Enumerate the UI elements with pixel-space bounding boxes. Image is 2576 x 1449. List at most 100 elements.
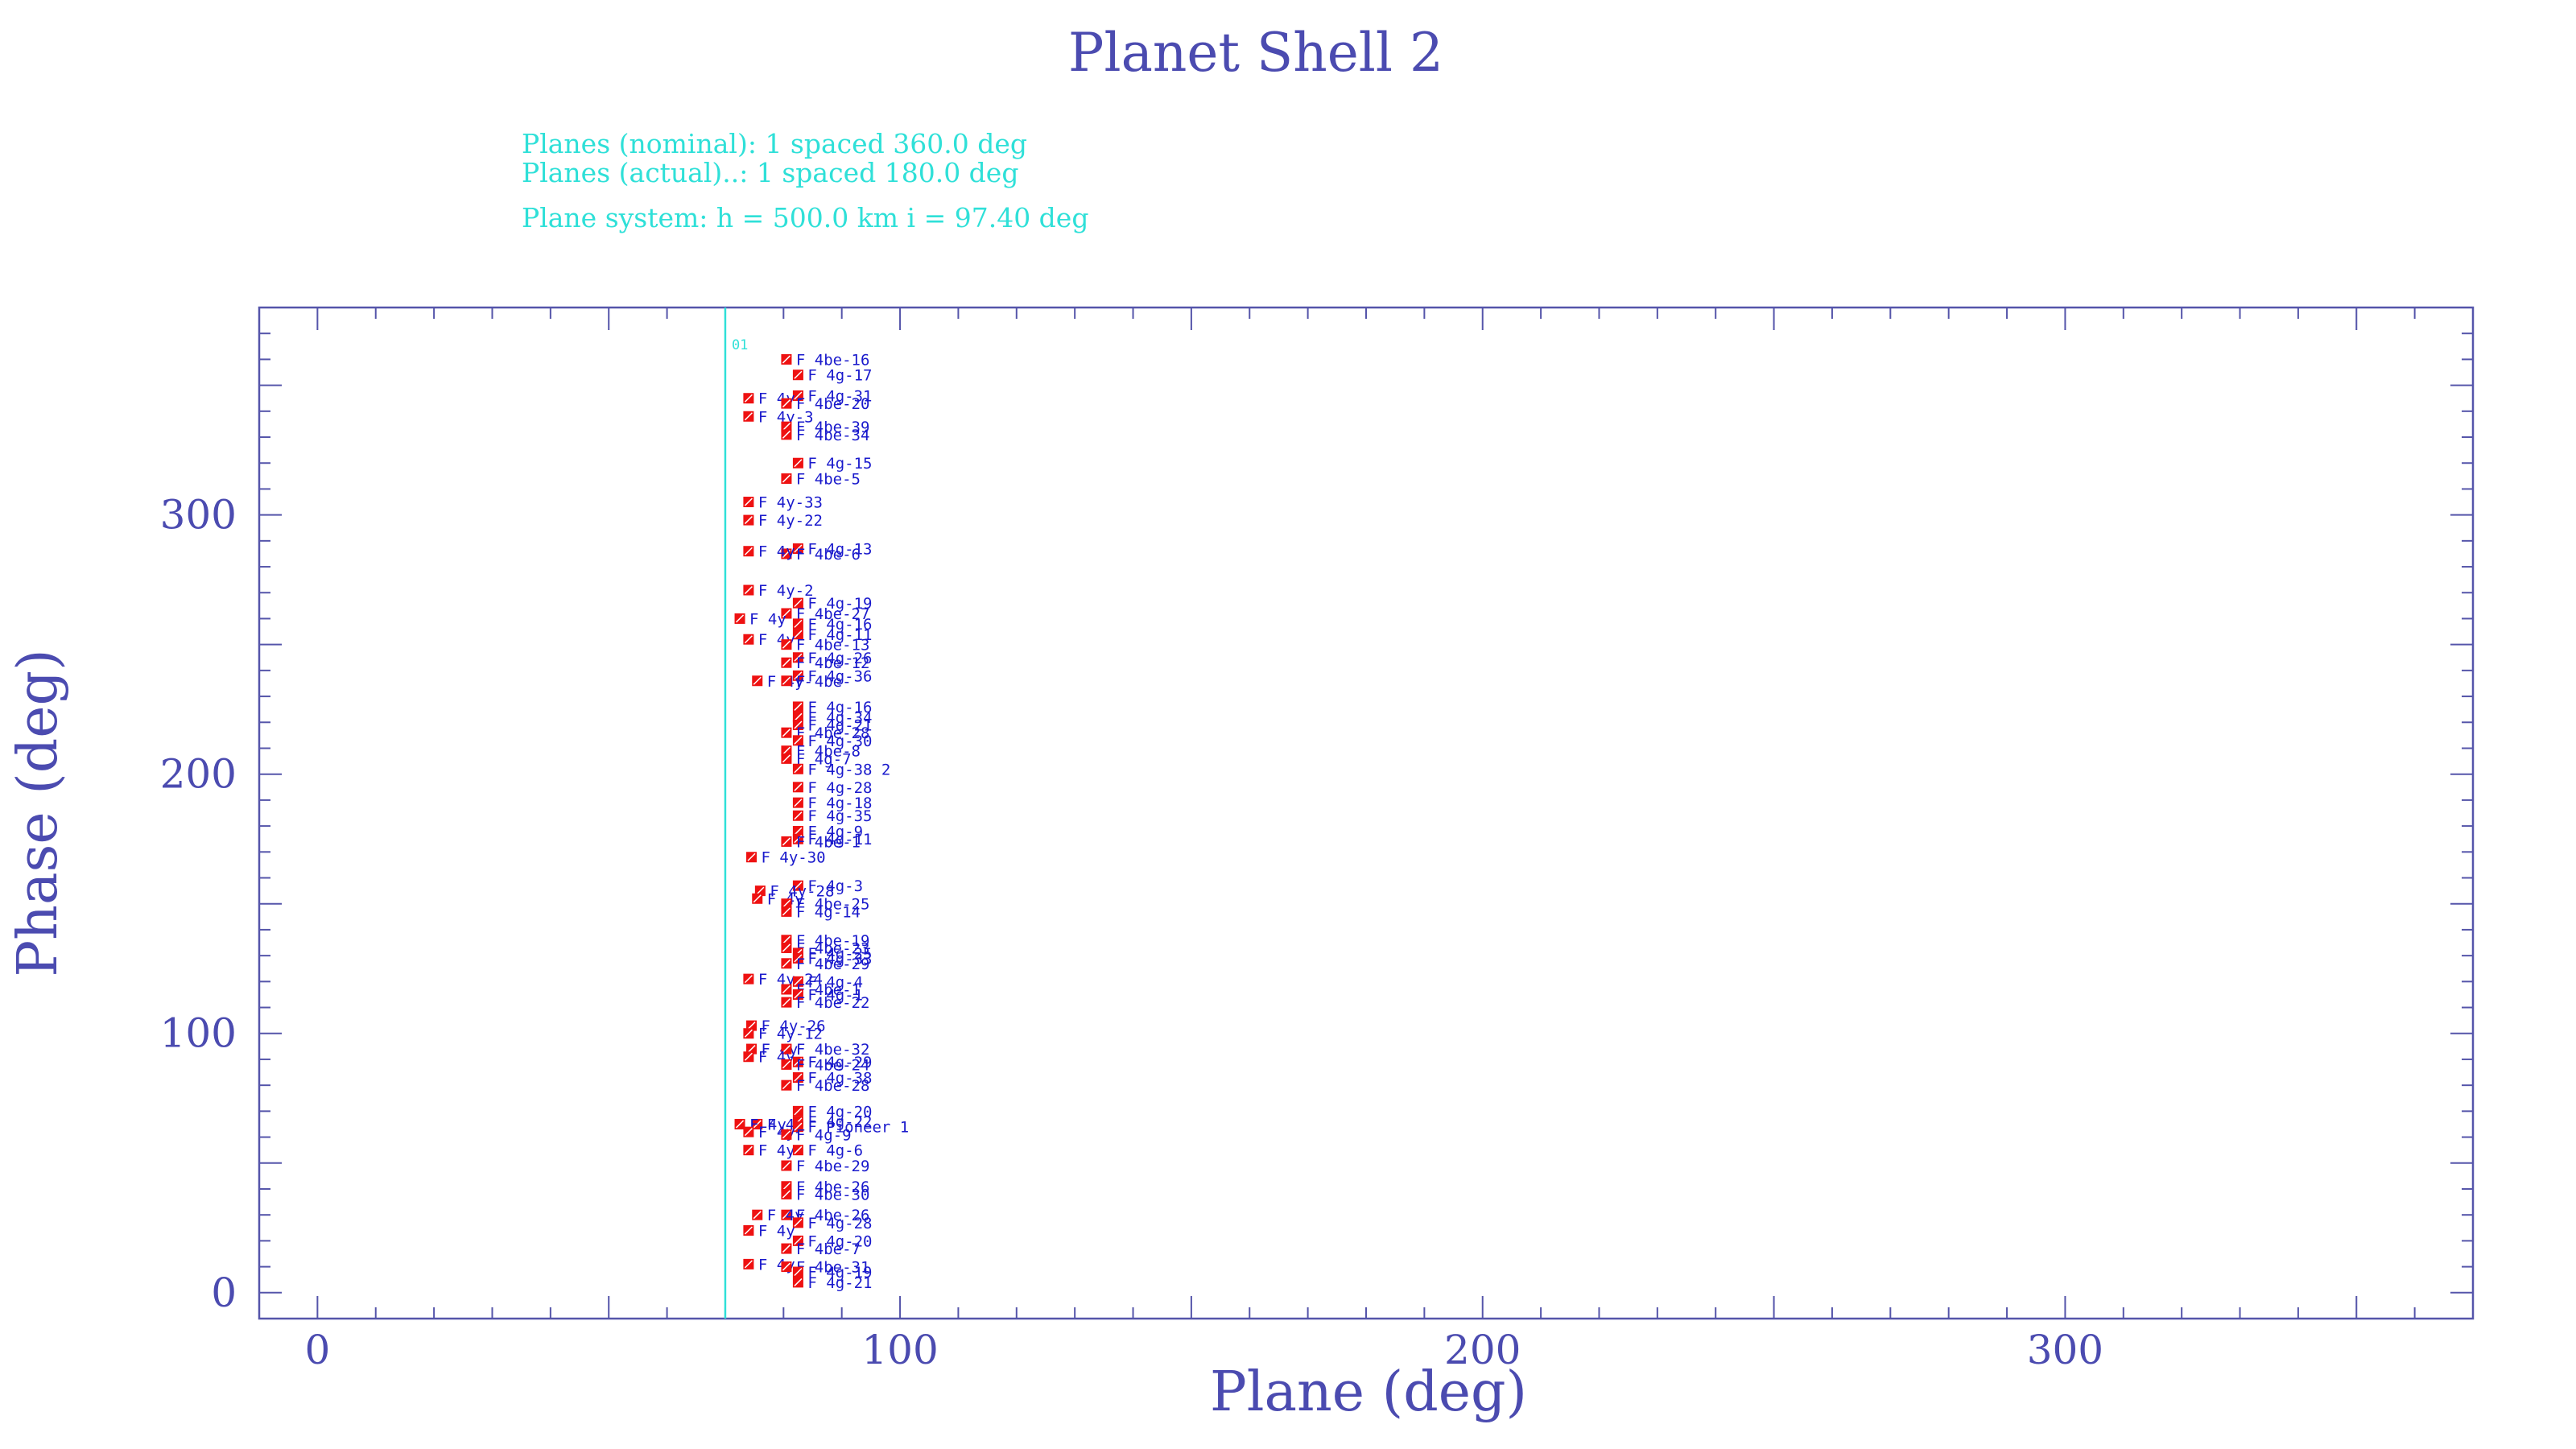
data-point-hatch xyxy=(782,399,791,408)
data-point-label: F 4g-22 xyxy=(807,1113,872,1131)
data-point-label: F 4be-7 xyxy=(796,1241,861,1258)
data-point-hatch xyxy=(782,746,791,755)
data-point-hatch xyxy=(794,599,803,608)
info-line-nominal: Planes (nominal): 1 spaced 360.0 deg xyxy=(522,128,1027,159)
data-point-label: F 4y-22 xyxy=(758,512,823,530)
data-point-hatch xyxy=(782,1211,791,1220)
data-point-label: F 4g-20 xyxy=(807,1103,872,1121)
data-point-hatch xyxy=(782,985,791,994)
data-point-label: F 4be-29 xyxy=(796,1158,870,1175)
data-point-label: F 4y-24 xyxy=(758,971,823,989)
x-axis-label: Plane (deg) xyxy=(1210,1360,1527,1424)
data-point-hatch xyxy=(744,1052,753,1061)
data-point-hatch xyxy=(782,1060,791,1069)
data-point-label: F 4g-36 xyxy=(807,667,872,685)
data-point-hatch xyxy=(736,1120,745,1129)
plane-info-block: Planes (nominal): 1 spaced 360.0 deg Pla… xyxy=(522,128,1088,233)
data-point-hatch xyxy=(782,430,791,439)
data-point-hatch xyxy=(782,1045,791,1054)
data-point-hatch xyxy=(782,998,791,1007)
data-point-hatch xyxy=(753,1211,762,1220)
data-point-hatch xyxy=(794,702,803,711)
data-point-hatch xyxy=(782,1262,791,1271)
data-point-hatch xyxy=(794,391,803,400)
data-point-label: F 4y-2 xyxy=(758,582,814,600)
data-point-hatch xyxy=(782,1182,791,1191)
data-point-label: F 4g-9 xyxy=(807,824,863,841)
data-point-hatch xyxy=(794,977,803,986)
data-point-label: F 4g-21 xyxy=(807,1274,872,1292)
y-tick-label: 0 xyxy=(211,1269,237,1316)
data-point-label: F 4be-31 xyxy=(796,1259,870,1277)
data-point-label: F 4g-11 xyxy=(807,831,872,848)
data-point-label: F 4be-26 xyxy=(796,1179,870,1196)
data-point-hatch xyxy=(794,1146,803,1154)
data-point-hatch xyxy=(794,954,803,963)
data-point-hatch xyxy=(794,835,803,844)
data-point-hatch xyxy=(744,547,753,555)
data-point-label: F 4g-15 xyxy=(807,455,872,473)
y-tick-label: 200 xyxy=(160,751,237,798)
data-point-hatch xyxy=(744,975,753,984)
data-point-label: F 4y-3 xyxy=(758,408,814,426)
data-point-label: F 4be-19 xyxy=(796,932,870,950)
data-point-hatch xyxy=(782,474,791,483)
data-point-hatch xyxy=(794,782,803,791)
data-point-label: F 4y xyxy=(758,1223,795,1241)
data-point-label: F 4g-16 xyxy=(807,699,872,716)
data-point-hatch xyxy=(794,653,803,662)
data-point-hatch xyxy=(782,658,791,667)
data-point-label: F 4be-24 xyxy=(796,1056,870,1074)
data-point-hatch xyxy=(782,1161,791,1170)
data-point-hatch xyxy=(744,1146,753,1154)
data-point-hatch xyxy=(794,370,803,379)
data-point-hatch xyxy=(794,619,803,628)
data-point-label: F 4y xyxy=(758,1142,795,1160)
data-point-label: F 4be-30 xyxy=(796,1186,870,1203)
data-point-label: F 4g-9 xyxy=(796,1126,852,1144)
data-point-label: F 4y-28 xyxy=(770,883,834,901)
data-point-label: F 4be-12 xyxy=(796,654,870,672)
data-point-hatch xyxy=(782,549,791,558)
data-point-label: F 4g-4 xyxy=(807,973,863,991)
data-point-hatch xyxy=(794,630,803,638)
data-point-hatch xyxy=(744,586,753,595)
data-point-hatch xyxy=(753,676,762,685)
data-point-label: F 4g-20 xyxy=(807,1232,872,1250)
data-point-label: F 4g-18 xyxy=(807,795,872,812)
x-tick-label: 200 xyxy=(1444,1327,1521,1373)
data-point-label: F 4g-17 xyxy=(807,367,872,385)
data-point-hatch xyxy=(782,1245,791,1253)
data-point-hatch xyxy=(782,1081,791,1090)
data-point-label: F 4g-33 xyxy=(807,950,872,968)
data-point-label: F 4be-5 xyxy=(796,471,861,489)
data-point-hatch xyxy=(782,754,791,763)
info-line-actual: Planes (actual)..: 1 spaced 180.0 deg xyxy=(522,157,1018,188)
data-point-hatch xyxy=(794,827,803,836)
data-point-hatch xyxy=(753,1120,762,1129)
data-point-label: F 4g-35 xyxy=(807,807,872,825)
data-point-hatch xyxy=(744,394,753,402)
data-point-hatch xyxy=(782,907,791,916)
x-tick-label: 100 xyxy=(861,1327,938,1373)
data-point-hatch xyxy=(747,1022,756,1030)
data-point-hatch xyxy=(782,423,791,431)
data-point-label: F 4be-28 xyxy=(796,1077,870,1095)
data-point-label: F 4g-7 xyxy=(796,750,852,768)
data-point-label: F 4be-29 xyxy=(796,956,870,973)
data-point-hatch xyxy=(782,640,791,649)
data-point-hatch xyxy=(794,799,803,807)
data-point-hatch xyxy=(747,1045,756,1054)
y-tick-label: 300 xyxy=(160,492,237,539)
data-point-hatch xyxy=(794,736,803,745)
data-point-hatch xyxy=(794,1122,803,1131)
data-point-hatch xyxy=(753,894,762,903)
data-point-label: F 4y-30 xyxy=(762,849,826,867)
data-point-label: F 4y-26 xyxy=(762,1018,826,1035)
data-point-label: F 4g-25 xyxy=(807,945,872,963)
x-tick-label: 300 xyxy=(2027,1327,2103,1373)
data-point-label: F 4be-34 xyxy=(796,427,870,444)
data-point-label: F 4g-21 xyxy=(807,717,872,735)
data-point-hatch xyxy=(794,544,803,553)
